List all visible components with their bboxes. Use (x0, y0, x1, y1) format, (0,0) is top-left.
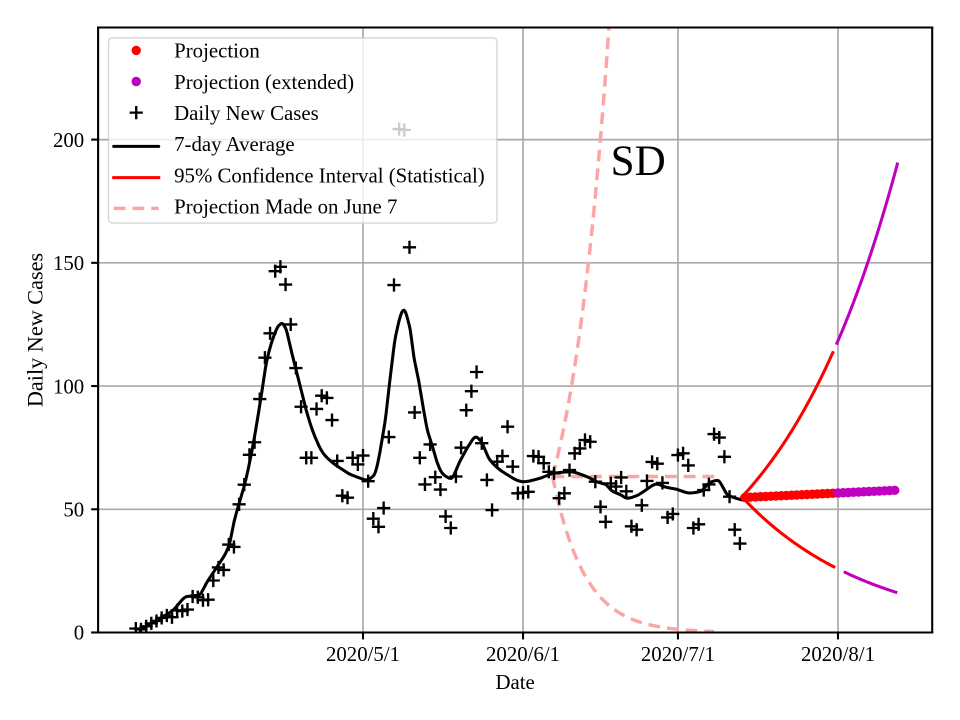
svg-text:2020/8/1: 2020/8/1 (801, 642, 875, 666)
svg-text:200: 200 (53, 128, 84, 152)
svg-text:2020/6/1: 2020/6/1 (486, 642, 560, 666)
svg-text:Date: Date (495, 670, 534, 694)
svg-text:0: 0 (74, 621, 84, 645)
svg-text:Daily New Cases: Daily New Cases (174, 101, 319, 125)
svg-text:SD: SD (611, 138, 666, 185)
svg-text:2020/7/1: 2020/7/1 (641, 642, 715, 666)
svg-text:50: 50 (63, 498, 84, 522)
svg-text:100: 100 (53, 374, 84, 398)
svg-text:7-day Average: 7-day Average (174, 132, 294, 156)
svg-text:Projection (extended): Projection (extended) (174, 70, 354, 94)
svg-text:Daily New Cases: Daily New Cases (23, 253, 48, 407)
svg-text:2020/5/1: 2020/5/1 (326, 642, 400, 666)
svg-text:150: 150 (53, 251, 84, 275)
svg-text:Projection Made on June 7: Projection Made on June 7 (174, 194, 397, 218)
svg-text:Projection: Projection (174, 39, 260, 63)
svg-text:95% Confidence Interval (Stati: 95% Confidence Interval (Statistical) (174, 163, 485, 187)
